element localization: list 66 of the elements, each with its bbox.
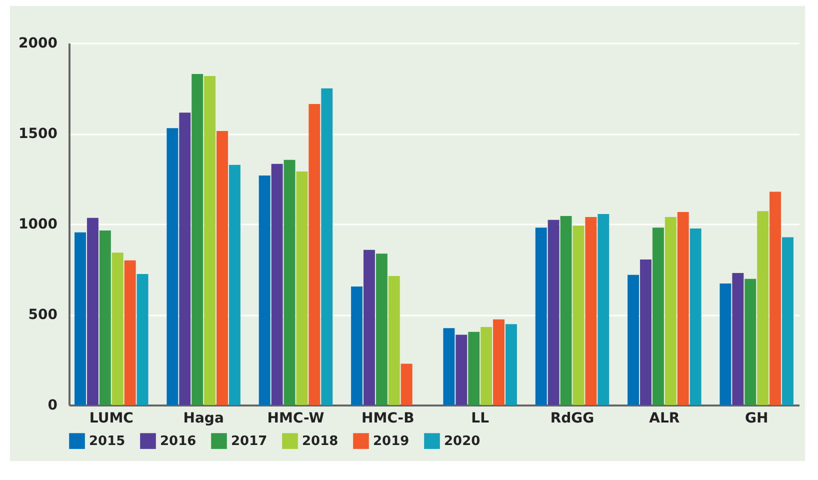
- bar: [640, 259, 652, 405]
- bar: [456, 334, 468, 405]
- bar: [732, 273, 744, 405]
- x-tick-label: GH: [744, 410, 768, 426]
- bar: [179, 112, 191, 405]
- x-tick-label: RdGG: [550, 410, 594, 426]
- bar: [166, 128, 178, 405]
- bar: [86, 218, 98, 405]
- legend-label: 2016: [160, 434, 196, 450]
- legend-label: 2020: [444, 434, 480, 450]
- bar: [228, 164, 240, 405]
- legend-label: 2019: [373, 434, 410, 450]
- legend-label: 2017: [231, 434, 268, 450]
- bar: [364, 250, 375, 405]
- bar: [351, 286, 363, 405]
- bar: [284, 160, 296, 405]
- bar: [443, 328, 455, 405]
- bar: [296, 172, 308, 405]
- bar: [216, 130, 228, 405]
- bar: [124, 260, 136, 405]
- x-tick-label: HMC-W: [267, 410, 324, 426]
- bar: [308, 104, 320, 405]
- bar: [585, 216, 597, 405]
- x-tick-label: ALR: [649, 410, 680, 426]
- bar: [677, 212, 689, 405]
- bar: [192, 74, 204, 405]
- bar: [744, 278, 756, 405]
- y-tick-label: 2000: [18, 36, 58, 52]
- bar: [136, 274, 148, 405]
- bar: [535, 228, 547, 405]
- y-tick-label: 500: [28, 307, 58, 323]
- bar: [480, 326, 492, 405]
- x-tick-label: LUMC: [89, 410, 134, 426]
- bar: [560, 216, 572, 405]
- bar: [782, 237, 794, 405]
- bar: [376, 254, 388, 405]
- bar: [690, 228, 702, 405]
- x-tick-label: LL: [471, 410, 490, 426]
- bar: [258, 175, 270, 405]
- bar: [493, 319, 504, 405]
- bar: [505, 324, 517, 405]
- bar: [112, 252, 124, 405]
- x-tick-label: HMC-B: [362, 410, 414, 426]
- x-tick-label: Haga: [183, 410, 224, 426]
- legend-label: 2015: [89, 434, 126, 450]
- y-tick-label: 0: [48, 398, 58, 414]
- bar: [548, 220, 560, 405]
- bar: [757, 211, 769, 405]
- bar: [770, 192, 782, 405]
- bar: [720, 284, 732, 405]
- bar: [468, 332, 480, 405]
- bar: [271, 164, 283, 405]
- bar: [664, 216, 676, 405]
- bar: [74, 232, 86, 405]
- bar: [572, 226, 584, 405]
- legend-label: 2018: [302, 434, 338, 450]
- bar: [628, 274, 640, 405]
- y-tick-label: 1500: [18, 126, 58, 142]
- bar: [652, 228, 664, 405]
- bar: [598, 214, 610, 405]
- bar: [388, 276, 400, 405]
- bar: [99, 230, 111, 405]
- bar: [400, 364, 412, 405]
- y-tick-label: 1000: [18, 216, 58, 232]
- bar: [204, 76, 216, 405]
- bar: [321, 88, 333, 405]
